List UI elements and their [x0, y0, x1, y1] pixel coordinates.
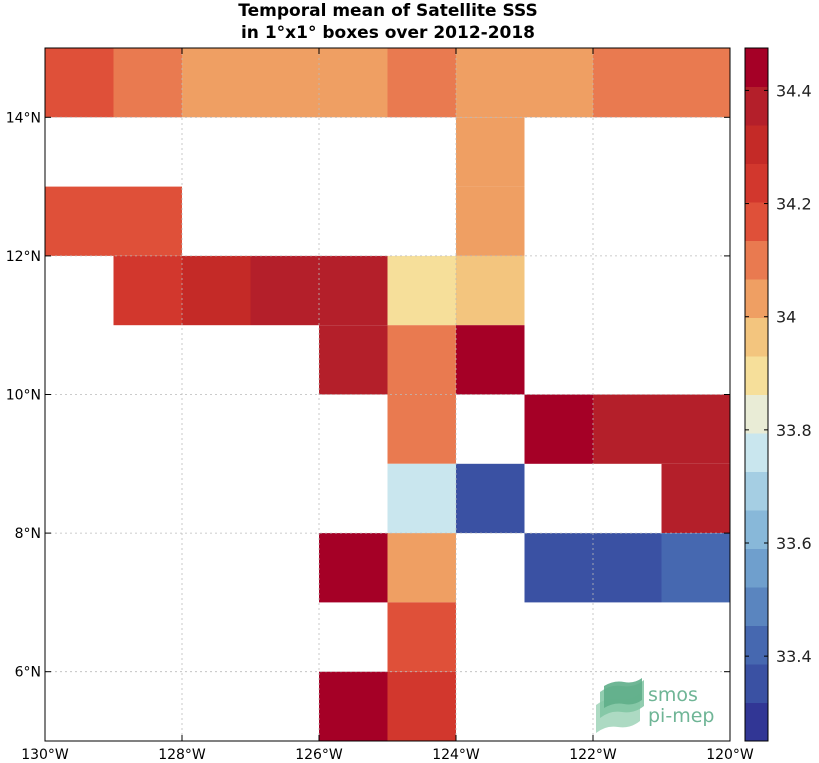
- colorbar-segment: [745, 279, 768, 318]
- heatmap-cell: [456, 325, 525, 395]
- colorbar-segment: [745, 587, 768, 626]
- heatmap-cell: [250, 255, 319, 326]
- y-tick-label: 6°N: [15, 665, 41, 681]
- x-tick-label: 130°W: [21, 747, 69, 763]
- colorbar-segment: [745, 548, 768, 588]
- colorbar-segment: [745, 625, 768, 665]
- heatmap-cell: [387, 671, 456, 741]
- colorbar-segment: [745, 163, 768, 203]
- heatmap-cell: [319, 325, 388, 395]
- heatmap-cell: [387, 255, 456, 326]
- heatmap-cell: [524, 394, 593, 464]
- heatmap-cell: [319, 255, 388, 326]
- heatmap-cell: [113, 255, 182, 326]
- colorbar-segment: [745, 240, 768, 280]
- x-tick-label: 124°W: [432, 747, 480, 763]
- logo-text-pimep: pi-mep: [648, 705, 714, 727]
- heatmap-cell: [45, 186, 114, 256]
- heatmap-cell: [182, 48, 251, 118]
- heatmap-cell: [387, 48, 456, 118]
- x-tick-label: 122°W: [569, 747, 617, 763]
- heatmap-cell: [456, 48, 525, 118]
- x-tick-label: 120°W: [706, 747, 754, 763]
- heatmap-cells: [45, 48, 730, 741]
- colorbar-segment: [745, 702, 768, 742]
- smos-pimep-logo: smos pi-mep: [596, 678, 714, 733]
- x-tick-label: 126°W: [295, 747, 343, 763]
- colorbar-tick-label: 33.4: [776, 647, 812, 666]
- colorbar-frame: [744, 47, 769, 742]
- heatmap-cell: [456, 463, 525, 534]
- heatmap-cell: [113, 48, 182, 118]
- logo-wave-icon: [596, 678, 644, 733]
- heatmap-cell: [593, 394, 662, 464]
- heatmap-cell: [456, 255, 525, 326]
- heatmap-cell: [113, 186, 182, 256]
- colorbar-segment: [745, 433, 768, 472]
- heatmap-cell: [456, 186, 525, 256]
- heatmap-cell: [661, 48, 730, 118]
- colorbar-segment: [745, 86, 768, 126]
- colorbar-segment: [745, 394, 768, 434]
- heatmap-cell: [387, 325, 456, 395]
- heatmap-cell: [661, 463, 730, 534]
- heatmap-cell: [593, 48, 662, 118]
- colorbar-segment: [745, 510, 768, 549]
- heatmap-cell: [387, 394, 456, 464]
- logo-text-smos: smos: [648, 684, 698, 706]
- heatmap-cell: [182, 255, 251, 326]
- colorbar-segment: [745, 356, 768, 395]
- colorbar-segment: [745, 48, 768, 87]
- heatmap-cell: [319, 533, 388, 603]
- colorbar: 33.4 33.6 33.8 34 34.2 34.4: [744, 47, 812, 742]
- heatmap-cell: [319, 671, 388, 741]
- heatmap-cell: [45, 48, 114, 118]
- colorbar-segment: [745, 125, 768, 164]
- heatmap-cell: [387, 602, 456, 672]
- colorbar-tick-label: 34: [776, 308, 796, 327]
- chart-title-line-1: Temporal mean of Satellite SSS: [238, 1, 537, 21]
- heatmap-cell: [524, 533, 593, 603]
- heatmap-cell: [250, 48, 319, 118]
- grid-lines: [44, 48, 731, 741]
- colorbar-segment: [745, 202, 768, 241]
- heatmap-cell: [456, 117, 525, 187]
- x-tick-label: 128°W: [158, 747, 206, 763]
- heatmap-cell: [387, 463, 456, 534]
- heatmap-cell: [661, 533, 730, 603]
- colorbar-tick-label: 33.8: [776, 421, 812, 440]
- heatmap-cell: [661, 394, 730, 464]
- y-tick-label: 8°N: [15, 526, 41, 542]
- colorbar-segment: [745, 317, 768, 357]
- heatmap-cell: [387, 533, 456, 603]
- heatmap-cell: [593, 533, 662, 603]
- colorbar-tick-label: 33.6: [776, 534, 812, 553]
- y-tick-label: 10°N: [6, 388, 41, 404]
- heatmap-cell: [319, 48, 388, 118]
- colorbar-segment: [745, 471, 768, 511]
- y-tick-label: 14°N: [6, 110, 41, 126]
- y-tick-label: 12°N: [6, 249, 41, 265]
- colorbar-segment: [745, 664, 768, 703]
- heatmap-cell: [524, 48, 593, 118]
- colorbar-tick-label: 34.2: [776, 195, 812, 214]
- axis-ticks: 130°W 128°W 126°W 124°W 122°W 120°W 6°N 8°N 10°N…: [6, 48, 754, 763]
- colorbar-tick-label: 34.4: [776, 81, 812, 100]
- chart-title-line-2: in 1°x1° boxes over 2012-2018: [241, 23, 535, 43]
